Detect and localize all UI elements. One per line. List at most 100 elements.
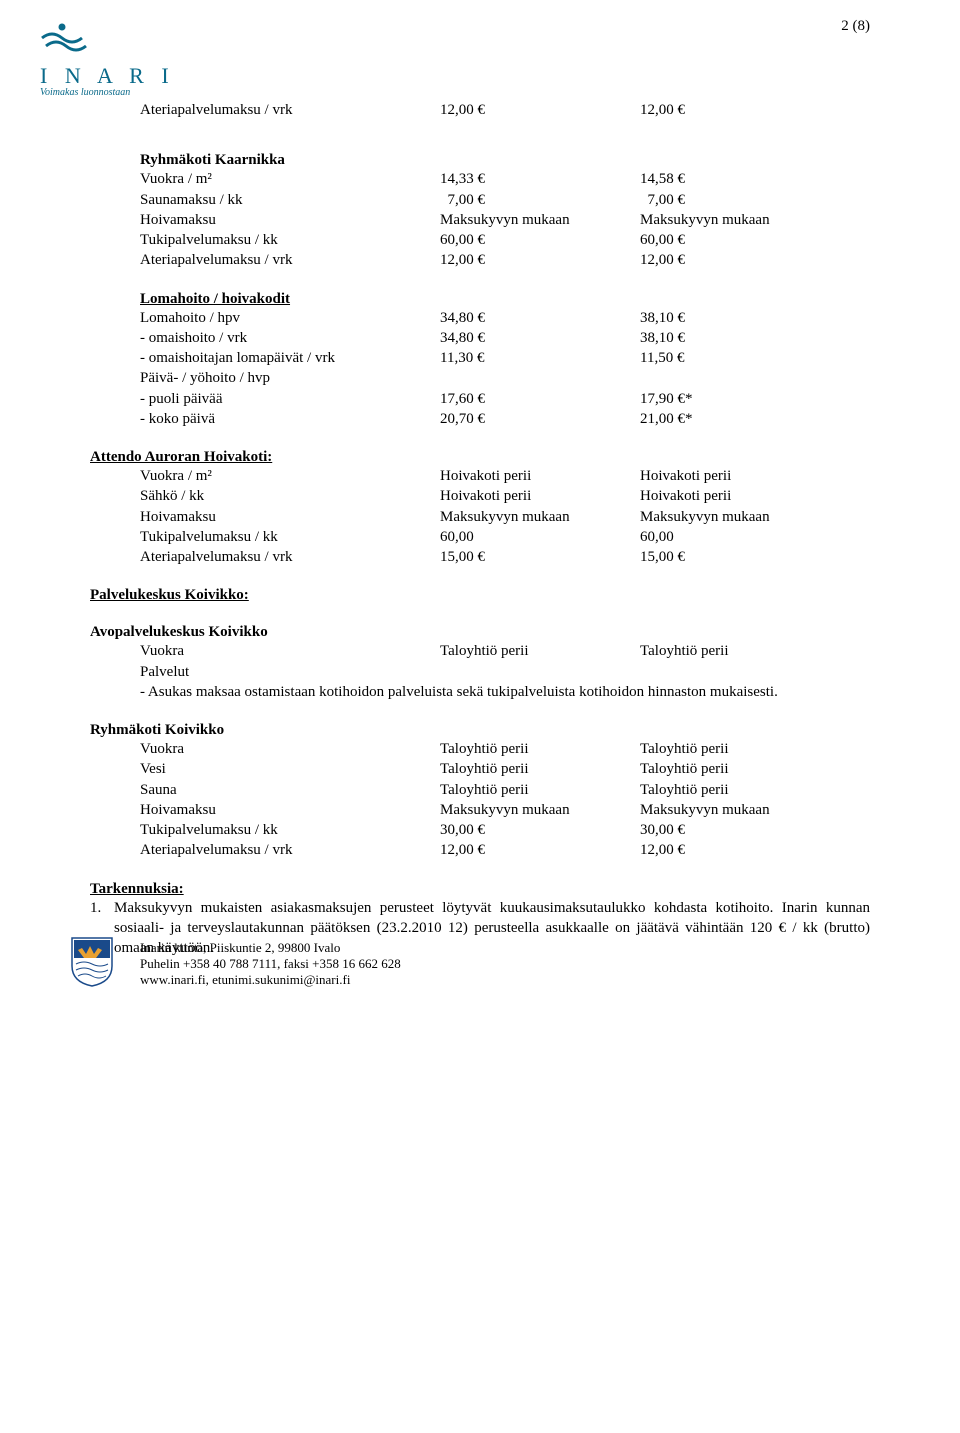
row-value: 20,70 € [440, 409, 640, 429]
row-label: Tukipalvelumaksu / kk [140, 230, 440, 250]
row-label: Sauna [140, 780, 440, 800]
row-value: 12,00 € [440, 100, 640, 120]
row-value [640, 368, 870, 388]
row-value: Taloyhtiö perii [640, 739, 870, 759]
row-value: Maksukyvyn mukaan [440, 800, 640, 820]
row-label: Tukipalvelumaksu / kk [140, 527, 440, 547]
row-value: 7,00 € [640, 190, 870, 210]
row-value: Taloyhtiö perii [440, 739, 640, 759]
row-label: Saunamaksu / kk [140, 190, 440, 210]
row-value: 60,00 [640, 527, 870, 547]
row-value: 14,33 € [440, 169, 640, 189]
row-label: Sähkö / kk [140, 486, 440, 506]
row-value [440, 662, 640, 682]
row-value: 60,00 € [440, 230, 640, 250]
row-label: - koko päivä [140, 409, 440, 429]
row-value: 12,00 € [640, 840, 870, 860]
row-value: 12,00 € [640, 100, 870, 120]
footer-line: Puhelin +358 40 788 7111, faksi +358 16 … [140, 956, 401, 972]
table-row: HoivamaksuMaksukyvyn mukaanMaksukyvyn mu… [140, 507, 870, 527]
row-value: 60,00 [440, 527, 640, 547]
row-value: Taloyhtiö perii [440, 641, 640, 661]
row-value: Maksukyvyn mukaan [440, 507, 640, 527]
row-value: 17,90 €* [640, 389, 870, 409]
row-label: Palvelut [140, 662, 440, 682]
row-value: 11,30 € [440, 348, 640, 368]
row-value: 38,10 € [640, 328, 870, 348]
section-title: Lomahoito / hoivakodit [140, 291, 870, 308]
row-label: Hoivamaksu [140, 800, 440, 820]
row-label: Ateriapalvelumaksu / vrk [140, 250, 440, 270]
table-row: HoivamaksuMaksukyvyn mukaanMaksukyvyn mu… [140, 800, 870, 820]
table-row: Ateriapalvelumaksu / vrk 12,00 € 12,00 € [140, 100, 870, 120]
table-row: Tukipalvelumaksu / kk60,00 €60,00 € [140, 230, 870, 250]
page-number: 2 (8) [841, 18, 870, 35]
row-value [440, 368, 640, 388]
row-label: - omaishoitajan lomapäivät / vrk [140, 348, 440, 368]
section-title: Palvelukeskus Koivikko: [90, 587, 870, 604]
row-value: Taloyhtiö perii [440, 780, 640, 800]
row-value [640, 662, 870, 682]
row-value: 12,00 € [640, 250, 870, 270]
table-row: - omaishoito / vrk34,80 €38,10 € [140, 328, 870, 348]
row-value: 12,00 € [440, 250, 640, 270]
row-value: Hoivakoti perii [640, 486, 870, 506]
row-value: Hoivakoti perii [440, 486, 640, 506]
shield-icon [70, 936, 114, 988]
table-row: VesiTaloyhtiö periiTaloyhtiö perii [140, 759, 870, 779]
table-row: SaunaTaloyhtiö periiTaloyhtiö perii [140, 780, 870, 800]
table-row: HoivamaksuMaksukyvyn mukaanMaksukyvyn mu… [140, 210, 870, 230]
row-value: 17,60 € [440, 389, 640, 409]
table-row: Vuokra / m²14,33 €14,58 € [140, 169, 870, 189]
row-label: Vesi [140, 759, 440, 779]
table-row: Vuokra / m²Hoivakoti periiHoivakoti peri… [140, 466, 870, 486]
row-label: Ateriapalvelumaksu / vrk [140, 100, 440, 120]
row-value: 14,58 € [640, 169, 870, 189]
table-row: Sähkö / kkHoivakoti periiHoivakoti perii [140, 486, 870, 506]
row-value: 34,80 € [440, 308, 640, 328]
row-label: - omaishoito / vrk [140, 328, 440, 348]
row-label: Lomahoito / hpv [140, 308, 440, 328]
table-row: Päivä- / yöhoito / hvp [140, 368, 870, 388]
row-label: Ateriapalvelumaksu / vrk [140, 547, 440, 567]
section-title: Tarkennuksia: [90, 881, 870, 898]
footer: Inarin kunta, Piiskuntie 2, 99800 Ivalo … [140, 940, 401, 989]
table-row: - omaishoitajan lomapäivät / vrk11,30 €1… [140, 348, 870, 368]
row-value: 38,10 € [640, 308, 870, 328]
row-value: 21,00 €* [640, 409, 870, 429]
row-value: 15,00 € [640, 547, 870, 567]
row-value: 34,80 € [440, 328, 640, 348]
row-value: 12,00 € [440, 840, 640, 860]
row-value: Taloyhtiö perii [640, 759, 870, 779]
logo: I N A R I Voimakas luonnostaan [40, 20, 175, 98]
row-value: Hoivakoti perii [440, 466, 640, 486]
logo-wave-icon [40, 20, 100, 56]
row-label: Päivä- / yöhoito / hvp [140, 368, 440, 388]
row-label: Tukipalvelumaksu / kk [140, 820, 440, 840]
row-value: 30,00 € [440, 820, 640, 840]
footer-line: www.inari.fi, etunimi.sukunimi@inari.fi [140, 972, 401, 988]
row-label: Hoivamaksu [140, 210, 440, 230]
row-label: Hoivamaksu [140, 507, 440, 527]
row-value: 60,00 € [640, 230, 870, 250]
row-value: Maksukyvyn mukaan [640, 210, 870, 230]
table-row: Tukipalvelumaksu / kk30,00 €30,00 € [140, 820, 870, 840]
table-row: - koko päivä20,70 €21,00 €* [140, 409, 870, 429]
row-value: 30,00 € [640, 820, 870, 840]
table-row: VuokraTaloyhtiö periiTaloyhtiö perii [140, 739, 870, 759]
section-title: Attendo Auroran Hoivakoti: [90, 449, 870, 466]
note-text: - Asukas maksaa ostamistaan kotihoidon p… [140, 682, 870, 702]
row-label: Vuokra [140, 739, 440, 759]
row-value: Maksukyvyn mukaan [640, 800, 870, 820]
row-label: Vuokra / m² [140, 466, 440, 486]
section-title: Ryhmäkoti Kaarnikka [140, 152, 870, 169]
table-row: Tukipalvelumaksu / kk60,0060,00 [140, 527, 870, 547]
row-value: Hoivakoti perii [640, 466, 870, 486]
section-title: Ryhmäkoti Koivikko [90, 722, 870, 739]
table-row: Ateriapalvelumaksu / vrk12,00 €12,00 € [140, 840, 870, 860]
table-row: Palvelut [140, 662, 870, 682]
logo-brand-text: I N A R I [40, 63, 175, 89]
row-label: Ateriapalvelumaksu / vrk [140, 840, 440, 860]
table-row: Ateriapalvelumaksu / vrk15,00 €15,00 € [140, 547, 870, 567]
row-label: Vuokra [140, 641, 440, 661]
